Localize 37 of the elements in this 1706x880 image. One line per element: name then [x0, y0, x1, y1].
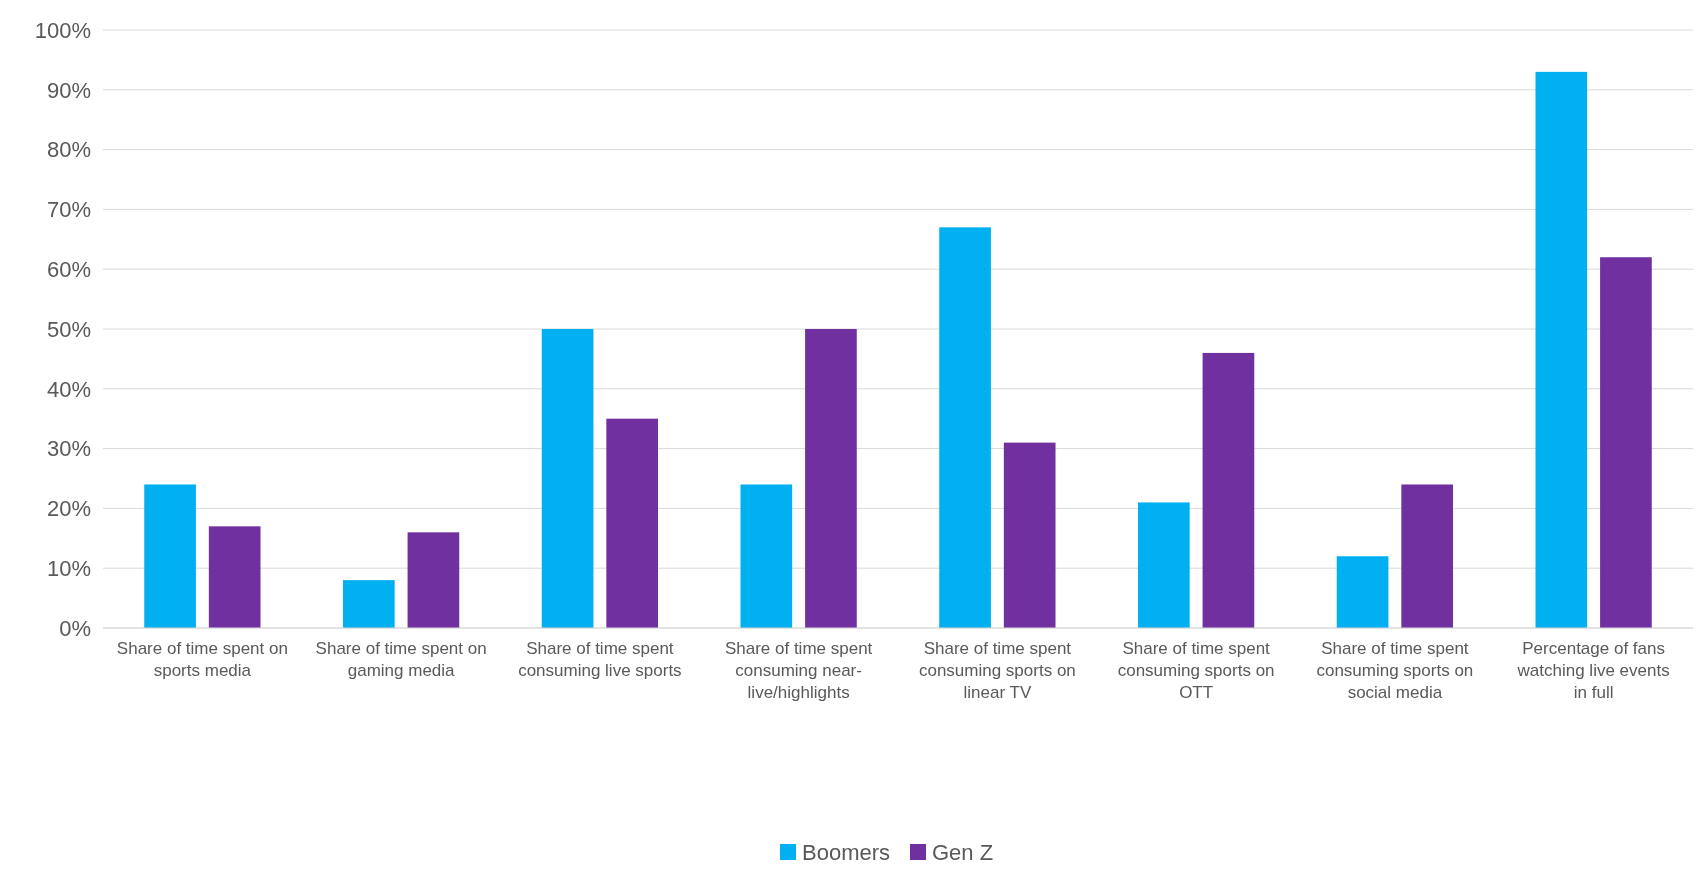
x-tick-label: Share of time spent consuming sports on OTT — [1117, 639, 1275, 703]
y-tick-label: 90% — [46, 77, 91, 103]
bar — [407, 532, 460, 628]
y-tick-label: 80% — [46, 137, 91, 163]
y-tick-label: 50% — [46, 316, 91, 342]
bar — [1535, 71, 1588, 628]
y-tick-label: 70% — [46, 197, 91, 223]
bar — [939, 227, 991, 628]
bar — [1401, 484, 1454, 628]
bar — [805, 329, 857, 628]
x-tick-label: Share of time spent on sports media — [116, 639, 288, 681]
bar — [606, 418, 659, 628]
x-tick-label: Share of time spent on gaming media — [315, 639, 487, 681]
y-tick-label: 10% — [46, 555, 91, 581]
bar — [208, 526, 261, 628]
y-tick-label: 40% — [46, 376, 91, 402]
y-tick-label: 0% — [59, 615, 91, 641]
x-tick-label: Share of time spent consuming sports on social media — [1316, 639, 1474, 703]
bar — [1202, 352, 1255, 628]
bar — [1137, 502, 1190, 628]
legend-label: Boomers — [802, 839, 891, 865]
bar — [1336, 556, 1389, 628]
bar — [1003, 442, 1056, 628]
legend-label: Gen Z — [932, 839, 994, 865]
y-tick-label: 30% — [46, 436, 91, 462]
bar — [342, 580, 395, 628]
bar — [740, 484, 793, 628]
bar — [144, 484, 196, 628]
y-tick-label: 20% — [46, 496, 91, 522]
x-tick-label: Share of time spent consuming live sports — [518, 639, 682, 681]
y-tick-label: 100% — [34, 17, 91, 43]
x-tick-label: Share of time spent consuming near-live/highlights — [724, 639, 873, 703]
x-tick-label: Share of time spent consuming sports on linear TV — [918, 639, 1076, 703]
bar — [541, 329, 594, 628]
bar — [1600, 257, 1652, 628]
y-tick-label: 60% — [46, 256, 91, 282]
x-tick-label: Percentage of fans watching live events in full — [1516, 639, 1670, 703]
